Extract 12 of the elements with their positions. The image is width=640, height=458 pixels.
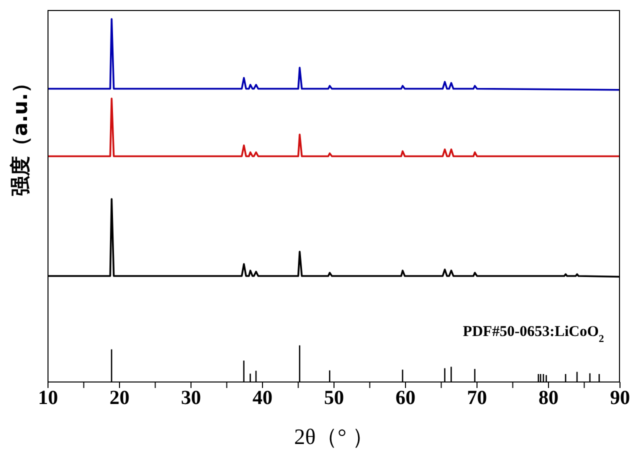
annotation: PDF#50-0653:LiCoO$_{2}$	[462, 324, 604, 344]
x-tick-label: 60	[396, 387, 416, 410]
x-tick-label: 10	[38, 387, 58, 410]
x-tick-label: 70	[467, 387, 487, 410]
y-axis-title: 强度（a.u.）	[8, 73, 32, 196]
x-tick-label: 80	[538, 387, 558, 410]
x-tick-label: 30	[181, 387, 201, 410]
x-tick-label: 90	[610, 387, 630, 410]
x-axis-title: 2θ（° ）	[294, 424, 374, 449]
x-tick-label: 20	[110, 387, 130, 410]
x-tick-label: 50	[324, 387, 344, 410]
x-tick-label: 40	[252, 387, 272, 410]
